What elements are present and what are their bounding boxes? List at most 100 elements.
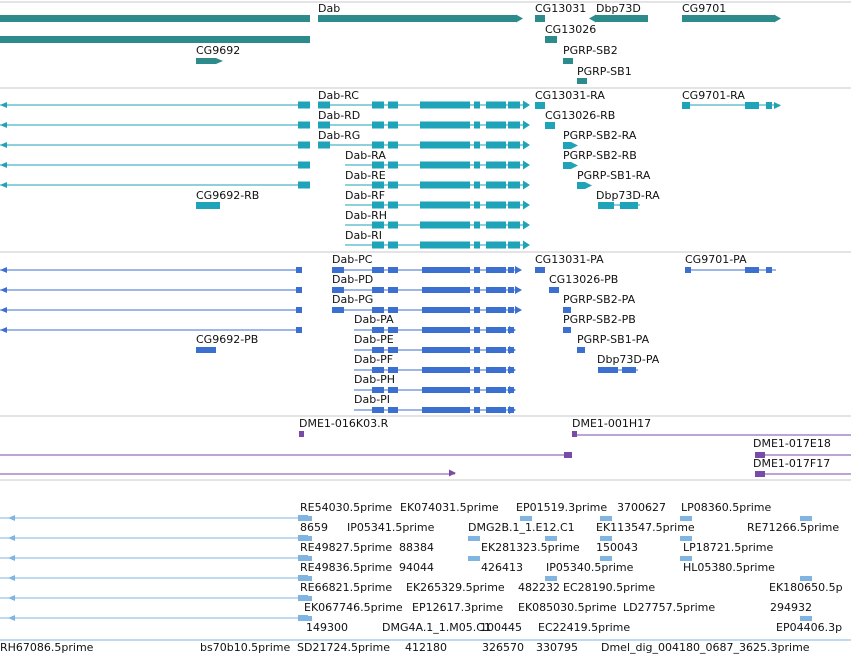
feature-block[interactable]: [388, 287, 398, 293]
feature-label[interactable]: Dab: [318, 2, 340, 15]
feature-label[interactable]: EP01519.3prime: [516, 501, 607, 514]
feature-label[interactable]: PGRP-SB2: [563, 44, 618, 57]
feature-block[interactable]: [300, 616, 312, 621]
feature-block[interactable]: [800, 576, 812, 581]
feature-block[interactable]: [372, 221, 384, 229]
feature-block[interactable]: [577, 182, 585, 189]
feature-block[interactable]: [372, 201, 384, 209]
feature-label[interactable]: RE54030.5prime: [300, 501, 392, 514]
feature-block[interactable]: [422, 407, 470, 413]
feature-label[interactable]: Dab-RF: [345, 189, 385, 202]
feature-block[interactable]: [422, 367, 470, 373]
feature-block[interactable]: [508, 161, 520, 169]
feature-label[interactable]: EK281323.5prime: [481, 541, 580, 554]
feature-block[interactable]: [563, 142, 571, 149]
feature-label[interactable]: EK265329.5prime: [406, 581, 505, 594]
feature-label[interactable]: CG9692: [196, 44, 240, 57]
feature-block[interactable]: [300, 536, 312, 541]
feature-block[interactable]: [298, 161, 310, 169]
feature-block[interactable]: [468, 556, 480, 561]
feature-label[interactable]: Dab-PF: [354, 353, 393, 366]
feature-block[interactable]: [508, 181, 520, 189]
feature-label[interactable]: CG9692-PB: [196, 333, 258, 346]
feature-block[interactable]: [372, 267, 384, 273]
feature-block[interactable]: [598, 367, 618, 373]
feature-block[interactable]: [577, 78, 587, 84]
feature-label[interactable]: 88384: [399, 541, 434, 554]
feature-block[interactable]: [745, 267, 759, 273]
feature-label[interactable]: EK180650.5p: [769, 581, 843, 594]
feature-label[interactable]: LP08360.5prime: [681, 501, 772, 514]
feature-label[interactable]: PGRP-SB2-PB: [563, 313, 636, 326]
feature-block[interactable]: [682, 15, 774, 22]
feature-block[interactable]: [388, 121, 398, 129]
feature-block[interactable]: [318, 121, 330, 129]
feature-block[interactable]: [486, 181, 506, 189]
feature-block[interactable]: [520, 516, 532, 521]
feature-label[interactable]: Dab-RA: [345, 149, 386, 162]
feature-block[interactable]: [388, 241, 398, 249]
feature-label[interactable]: EK113547.5prime: [596, 521, 695, 534]
feature-block[interactable]: [474, 347, 480, 353]
feature-block[interactable]: [422, 387, 470, 393]
feature-block[interactable]: [332, 287, 344, 293]
feature-block[interactable]: [388, 161, 398, 169]
feature-block[interactable]: [474, 101, 480, 109]
feature-block[interactable]: [600, 556, 612, 561]
feature-label[interactable]: 426413: [481, 561, 523, 574]
feature-label[interactable]: 326570: [482, 641, 524, 654]
feature-block[interactable]: [298, 101, 310, 109]
feature-label[interactable]: DME1-001H17: [572, 417, 651, 430]
feature-label[interactable]: EP12617.3prime: [412, 601, 503, 614]
feature-block[interactable]: [372, 141, 384, 149]
feature-label[interactable]: PGRP-SB1: [577, 65, 632, 78]
feature-block[interactable]: [422, 347, 470, 353]
feature-block[interactable]: [372, 181, 384, 189]
feature-block[interactable]: [755, 452, 765, 458]
feature-block[interactable]: [420, 221, 470, 229]
feature-block[interactable]: [474, 121, 480, 129]
feature-block[interactable]: [372, 241, 384, 249]
feature-block[interactable]: [388, 101, 398, 109]
feature-label[interactable]: EK074031.5prime: [400, 501, 499, 514]
feature-block[interactable]: [577, 347, 585, 353]
feature-label[interactable]: Dmel_dig_004180_0687_3625.3prime: [601, 641, 810, 654]
feature-block[interactable]: [372, 161, 384, 169]
feature-label[interactable]: PGRP-SB2-RA: [563, 129, 637, 142]
feature-block[interactable]: [508, 241, 520, 249]
feature-block[interactable]: [549, 287, 559, 293]
feature-block[interactable]: [422, 307, 470, 313]
feature-label[interactable]: CG13031-PA: [535, 253, 604, 266]
feature-label[interactable]: DMG4A.1_1.M05.C1: [382, 621, 491, 634]
feature-block[interactable]: [680, 516, 692, 521]
feature-label[interactable]: Dab-PA: [354, 313, 394, 326]
feature-block[interactable]: [563, 327, 571, 333]
feature-block[interactable]: [474, 141, 480, 149]
feature-block[interactable]: [800, 616, 812, 621]
feature-label[interactable]: PGRP-SB2-RB: [563, 149, 637, 162]
feature-block[interactable]: [620, 202, 638, 209]
feature-label[interactable]: Dab-PD: [332, 273, 373, 286]
feature-block[interactable]: [332, 267, 344, 273]
feature-block[interactable]: [508, 141, 520, 149]
feature-block[interactable]: [508, 221, 520, 229]
feature-block[interactable]: [486, 241, 506, 249]
feature-label[interactable]: bs70b10.5prime: [200, 641, 290, 654]
feature-block[interactable]: [474, 241, 480, 249]
feature-block[interactable]: [298, 121, 310, 129]
feature-label[interactable]: CG9701: [682, 2, 726, 15]
feature-block[interactable]: [474, 367, 480, 373]
feature-label[interactable]: 330795: [536, 641, 578, 654]
feature-label[interactable]: EC28190.5prime: [563, 581, 655, 594]
feature-label[interactable]: 294932: [770, 601, 812, 614]
feature-block[interactable]: [486, 367, 506, 373]
feature-block[interactable]: [563, 162, 571, 169]
feature-block[interactable]: [388, 201, 398, 209]
feature-label[interactable]: Dbp73D: [596, 2, 641, 15]
feature-block[interactable]: [766, 102, 772, 109]
feature-label[interactable]: 150043: [596, 541, 638, 554]
feature-block[interactable]: [299, 431, 304, 437]
feature-block[interactable]: [474, 221, 480, 229]
feature-block[interactable]: [474, 201, 480, 209]
feature-block[interactable]: [508, 267, 514, 273]
